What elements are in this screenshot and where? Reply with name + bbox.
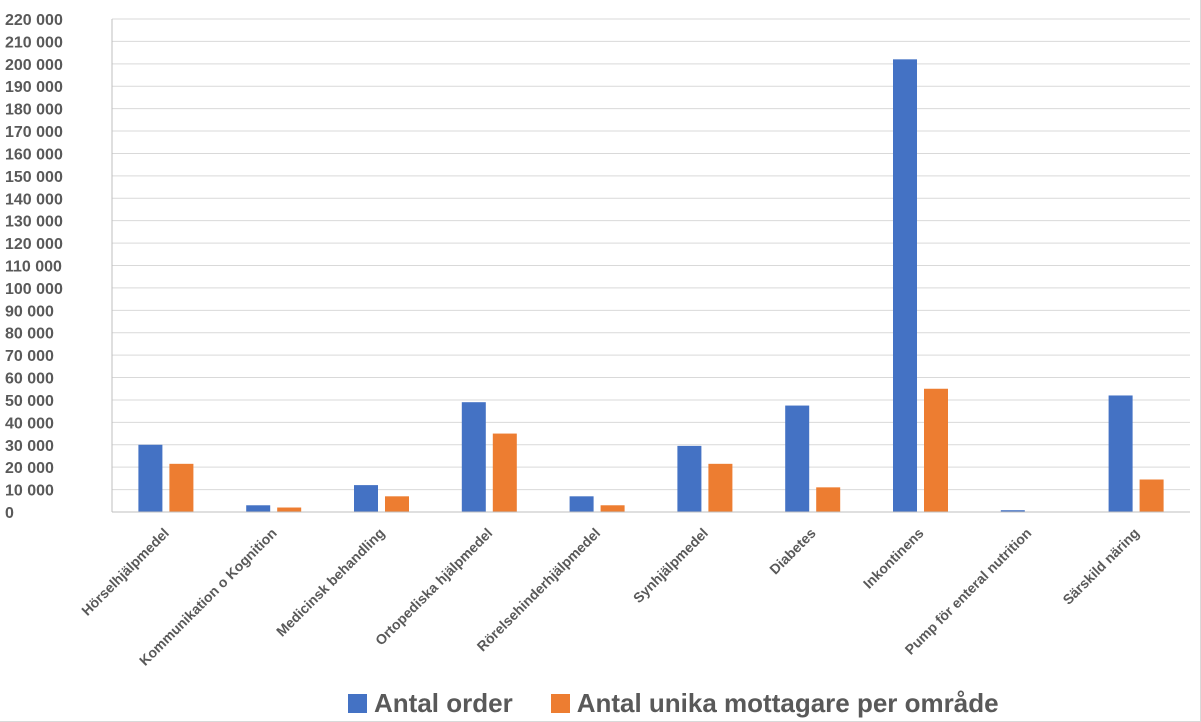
- y-tick-label: 200 000: [5, 57, 63, 74]
- axes: [111, 19, 1190, 513]
- bar-antal-order: [677, 445, 702, 512]
- bar-unika-mottagare: [816, 487, 841, 512]
- y-tick-label: 80 000: [5, 326, 54, 343]
- x-category-label: Diabetes: [766, 525, 819, 578]
- y-axis-ticks: 0 10 000 20 000 30 000 40 000 50 000 60 000 70 …: [5, 12, 63, 522]
- bar-antal-order: [569, 496, 594, 512]
- bar-unika-mottagare: [1139, 479, 1164, 512]
- x-category-label: Särskild näring: [1059, 525, 1142, 608]
- bar-unika-mottagare: [924, 388, 948, 512]
- bar-antal-order: [1108, 395, 1133, 512]
- gridlines: [112, 18, 1190, 491]
- legend-item-antal-order: Antal order: [348, 688, 513, 719]
- y-tick-label: 0: [5, 505, 14, 522]
- bars: [138, 59, 1164, 512]
- y-tick-label: 110 000: [5, 259, 62, 276]
- y-tick-label: 160 000: [5, 146, 63, 163]
- y-tick-label: 130 000: [5, 214, 63, 231]
- x-category-label: Pump för enteral nutrition: [902, 525, 1035, 658]
- legend-swatch-unika-mottagare: [550, 693, 570, 713]
- legend-label-antal-order: Antal order: [374, 687, 513, 718]
- bar-antal-order: [461, 402, 486, 512]
- y-tick-label: 140 000: [5, 191, 63, 208]
- legend: Antal order Antal unika mottagare per om…: [348, 686, 999, 720]
- y-tick-label: 20 000: [5, 460, 54, 477]
- bar-antal-order: [246, 505, 271, 512]
- bar-antal-order: [138, 444, 163, 512]
- bar-antal-order: [785, 405, 810, 512]
- legend-swatch-antal-order: [348, 693, 367, 713]
- y-tick-label: 60 000: [5, 371, 54, 388]
- y-tick-label: 120 000: [5, 236, 63, 253]
- y-tick-label: 70 000: [5, 348, 54, 365]
- y-tick-label: 40 000: [5, 415, 54, 432]
- y-tick-label: 50 000: [5, 393, 54, 410]
- bar-chart: 0 10 000 20 000 30 000 40 000 50 000 60 000 70 …: [5, 12, 1190, 669]
- bar-unika-mottagare: [277, 507, 302, 512]
- bar-unika-mottagare: [169, 463, 194, 512]
- y-tick-label: 190 000: [5, 79, 63, 96]
- bar-unika-mottagare: [600, 505, 625, 512]
- bar-antal-order: [1000, 510, 1025, 512]
- x-category-label: Synhjälpmedel: [630, 525, 711, 606]
- y-tick-label: 210 000: [5, 34, 63, 51]
- bar-unika-mottagare: [708, 463, 733, 512]
- y-tick-label: 90 000: [5, 303, 54, 320]
- bar-unika-mottagare: [492, 433, 517, 512]
- x-category-label: Rörelsehinderhjälpmedel: [474, 525, 604, 655]
- legend-label-unika-mottagare: Antal unika mottagare per område: [576, 687, 999, 718]
- bar-antal-order: [893, 59, 917, 512]
- bar-unika-mottagare: [385, 496, 409, 512]
- y-tick-label: 220 000: [5, 12, 63, 29]
- x-category-label: Medicinsk behandling: [273, 525, 388, 640]
- y-tick-label: 30 000: [5, 438, 54, 455]
- y-tick-label: 100 000: [5, 281, 63, 298]
- y-tick-label: 170 000: [5, 124, 63, 141]
- y-tick-label: 10 000: [5, 483, 54, 500]
- x-category-label: Inkontinens: [860, 525, 927, 592]
- x-category-label: Ortopediska hjälpmedel: [372, 525, 496, 649]
- legend-item-unika-mottagare: Antal unika mottagare per område: [550, 687, 999, 719]
- x-category-label: Hörselhjälpmedel: [78, 525, 172, 619]
- bar-antal-order: [354, 485, 378, 512]
- y-tick-label: 150 000: [5, 169, 63, 186]
- y-tick-label: 180 000: [5, 102, 63, 119]
